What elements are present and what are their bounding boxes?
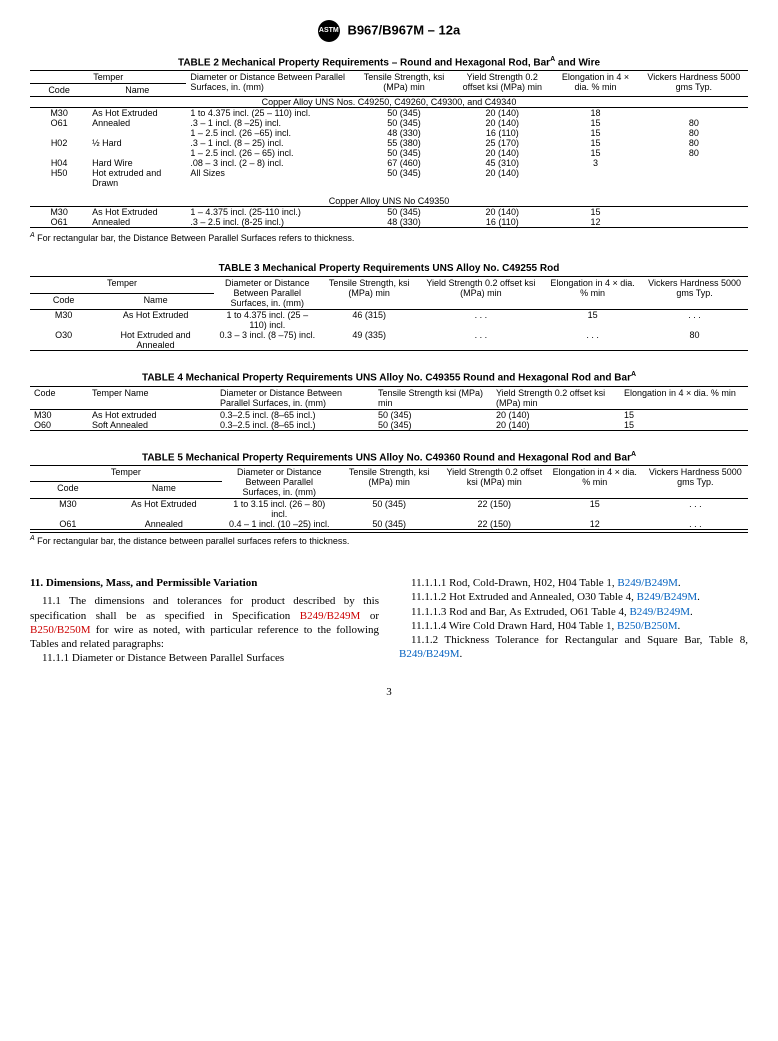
th-elong: Elongation in 4 × dia. % min — [620, 386, 748, 409]
th-vickers: Vickers Hardness 5000 gms Typ. — [640, 71, 748, 97]
table-row: H04 Hard Wire .08 – 3 incl. (2 – 8) incl… — [30, 158, 748, 168]
th-diameter: Diameter or Distance Between Parallel Su… — [214, 277, 321, 310]
table-row: O61 Annealed .3 – 2.5 incl. (8-25 incl.)… — [30, 217, 748, 228]
para-11-1-1-2: 11.1.1.2 Hot Extruded and Annealed, O30 … — [399, 590, 748, 604]
table-row: M30 As Hot Extruded 1 to 4.375 incl. (25… — [30, 310, 748, 331]
th-yield: Yield Strength 0.2 offset ksi (MPa) min — [492, 386, 620, 409]
th-elong: Elongation in 4 × dia. % min — [547, 465, 643, 498]
table-row: H50 Hot extruded and Drawn All Sizes 50 … — [30, 168, 748, 188]
link-b249[interactable]: B249/B249M — [300, 610, 361, 622]
table-row: M30 As Hot Extruded 1 to 3.15 incl. (26 … — [30, 498, 748, 519]
table2-footnote: A For rectangular bar, the Distance Betw… — [30, 230, 748, 243]
para-11-1-1: 11.1.1 Diameter or Distance Between Para… — [30, 651, 379, 665]
page-number: 3 — [30, 686, 748, 698]
th-tensile: Tensile Strength, ksi (MPa) min — [321, 277, 418, 310]
table-row: 1 – 2.5 incl. (26 – 65) incl. 50 (345) 2… — [30, 148, 748, 158]
th-name: Name — [97, 293, 214, 310]
para-11-1-1-1: 11.1.1.1 Rod, Cold-Drawn, H02, H04 Table… — [399, 576, 748, 590]
table3: Temper Diameter or Distance Between Para… — [30, 276, 748, 351]
table-row: 1 – 2.5 incl. (26 –65) incl. 48 (330) 16… — [30, 128, 748, 138]
th-elong: Elongation in 4 × dia. % min — [544, 277, 641, 310]
link-b250[interactable]: B250/B250M — [30, 624, 91, 636]
table-row: H02 ½ Hard .3 – 1 incl. (8 – 25) incl. 5… — [30, 138, 748, 148]
th-name: Name — [88, 84, 186, 97]
page-header: ASTM B967/B967M – 12a — [30, 20, 748, 42]
para-11-1-1-3: 11.1.1.3 Rod and Bar, As Extruded, O61 T… — [399, 605, 748, 619]
table5-footnote: A For rectangular bar, the distance betw… — [30, 532, 748, 546]
section-title: 11. Dimensions, Mass, and Permissible Va… — [30, 576, 379, 590]
th-tensile: Tensile Strength, ksi (MPa) min — [355, 71, 453, 97]
link-b249[interactable]: B249/B249M — [617, 577, 678, 589]
th-vickers: Vickers Hardness 5000 gms Typ. — [643, 465, 748, 498]
th-temper: Temper — [30, 277, 214, 294]
th-diameter: Diameter or Distance Between Parallel Su… — [186, 71, 354, 97]
th-name: Name — [106, 482, 222, 499]
link-b249[interactable]: B249/B249M — [629, 606, 690, 618]
th-yield: Yield Strength 0.2 offset ksi (MPa) min — [453, 71, 551, 97]
th-code: Code — [30, 293, 97, 310]
th-yield: Yield Strength 0.2 offset ksi (MPa) min — [418, 277, 544, 310]
th-diameter: Diameter or Distance Between Parallel Su… — [216, 386, 374, 409]
th-temper: Temper — [30, 71, 186, 84]
th-yield: Yield Strength 0.2 offset ksi (MPa) min — [442, 465, 547, 498]
standard-number: B967/B967M – 12a — [347, 22, 460, 37]
table2-section1: Copper Alloy UNS Nos. C49250, C49260, C4… — [30, 97, 748, 108]
para-11-1-1-4: 11.1.1.4 Wire Cold Drawn Hard, H04 Table… — [399, 619, 748, 633]
table4: Code Temper Name Diameter or Distance Be… — [30, 386, 748, 431]
th-temper: Temper — [30, 465, 222, 482]
th-elong: Elongation in 4 × dia. % min — [551, 71, 639, 97]
table2: Temper Diameter or Distance Between Para… — [30, 70, 748, 228]
body-text: 11. Dimensions, Mass, and Permissible Va… — [30, 576, 748, 666]
table5-title: TABLE 5 Mechanical Property Requirements… — [30, 451, 748, 463]
astm-logo: ASTM — [318, 20, 340, 42]
table4-title: TABLE 4 Mechanical Property Requirements… — [30, 371, 748, 383]
table-row: M30 As Hot Extruded 1 – 4.375 incl. (25-… — [30, 207, 748, 218]
th-vickers: Vickers Hardness 5000 gms Typ. — [641, 277, 748, 310]
link-b249[interactable]: B249/B249M — [399, 648, 460, 660]
table-row: O61 Annealed .3 – 1 incl. (8 –25) incl. … — [30, 118, 748, 128]
table2-title: TABLE 2 Mechanical Property Requirements… — [30, 56, 748, 68]
para-11-1: 11.1 The dimensions and tolerances for p… — [30, 594, 379, 651]
th-diameter: Diameter or Distance Between Parallel Su… — [222, 465, 337, 498]
th-code: Code — [30, 84, 88, 97]
th-name: Temper Name — [88, 386, 216, 409]
table-row: O30 Hot Extruded and Annealed 0.3 – 3 in… — [30, 330, 748, 351]
th-code: Code — [30, 386, 88, 409]
table2-section2: Copper Alloy UNS No C49350 — [30, 188, 748, 207]
table-row: O60 Soft Annealed 0.3–2.5 incl. (8–65 in… — [30, 420, 748, 431]
para-11-1-2: 11.1.2 Thickness Tolerance for Rectangul… — [399, 633, 748, 662]
th-tensile: Tensile Strength, ksi (MPa) min — [337, 465, 442, 498]
link-b249[interactable]: B249/B249M — [637, 591, 698, 603]
table3-title: TABLE 3 Mechanical Property Requirements… — [30, 263, 748, 274]
table-row: M30 As Hot extruded 0.3–2.5 incl. (8–65 … — [30, 409, 748, 420]
table-row: M30 As Hot Extruded 1 to 4.375 incl. (25… — [30, 108, 748, 119]
table5: Temper Diameter or Distance Between Para… — [30, 465, 748, 530]
table-row: O61 Annealed 0.4 – 1 incl. (10 –25) incl… — [30, 519, 748, 530]
th-tensile: Tensile Strength ksi (MPa) min — [374, 386, 492, 409]
th-code: Code — [30, 482, 106, 499]
link-b250[interactable]: B250/B250M — [617, 620, 678, 632]
